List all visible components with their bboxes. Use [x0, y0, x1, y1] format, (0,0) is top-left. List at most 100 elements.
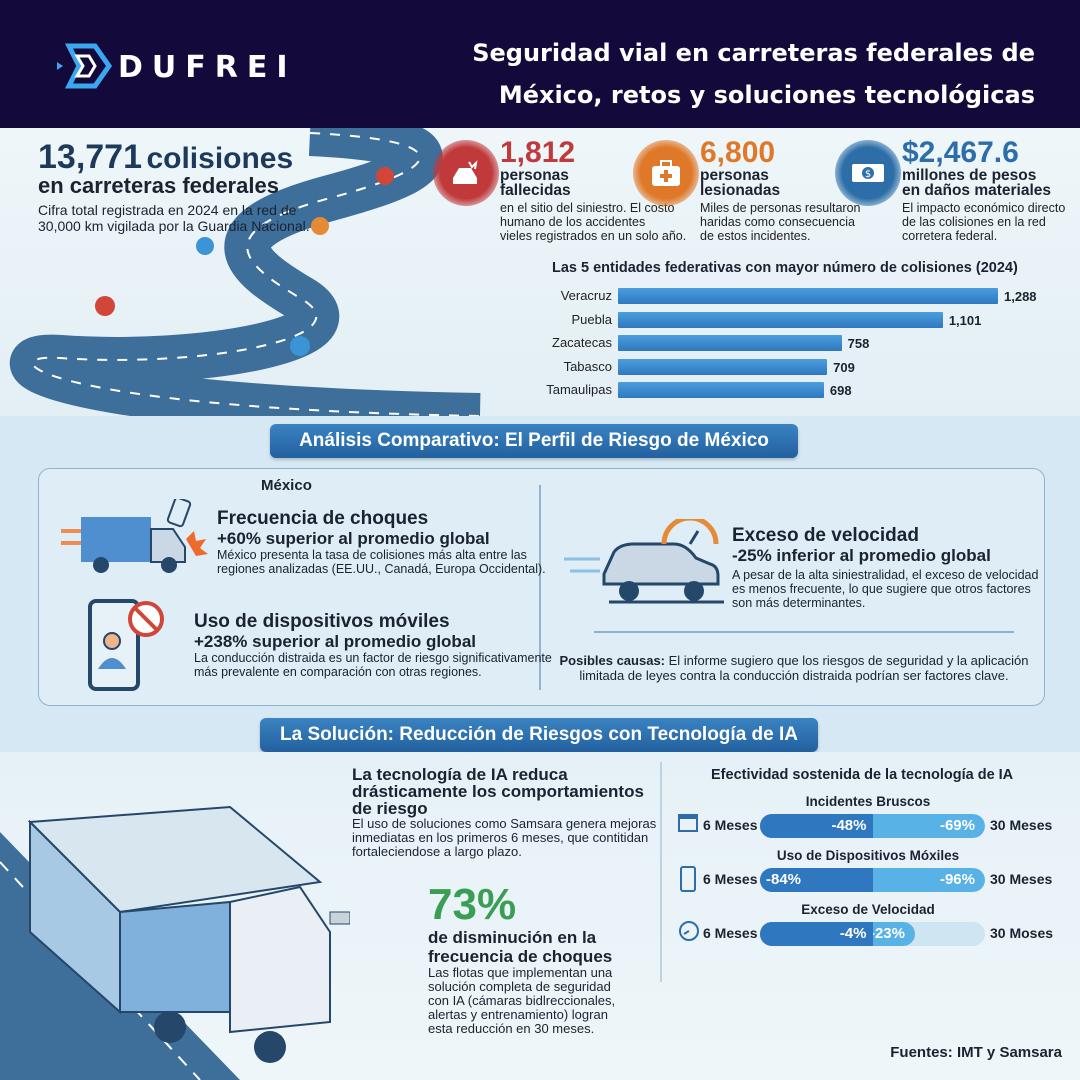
- item-desc: son más determinantes.: [732, 596, 866, 610]
- bar-puebla: [618, 311, 943, 328]
- effect-bar: -23% -4%: [760, 922, 985, 946]
- bar-zacatecas: [618, 335, 842, 351]
- bar-value: 1,101: [948, 312, 982, 328]
- bar-label: Tamaulipas: [546, 382, 612, 397]
- bar-tamaulipas: [618, 382, 824, 398]
- desc-line: Cifra total registrada en 2024 en la red…: [38, 202, 297, 218]
- car-crash-icon: [433, 140, 499, 206]
- solution-desc: inmediatas en los primeros 6 meses, que …: [352, 830, 649, 845]
- solution-desc: El uso de soluciones como Samsara genera…: [352, 816, 657, 831]
- effect-end: 30 Meses: [990, 871, 1053, 887]
- calendar-icon: [678, 812, 698, 837]
- stat-value: 1,812: [500, 136, 576, 169]
- reduction-value: 73%: [428, 880, 517, 929]
- stat-desc: en el sitio del siniestro. El costo: [500, 201, 675, 215]
- country-label: México: [261, 477, 312, 494]
- title-line: México, retos y soluciones tecnológicas: [498, 81, 1035, 109]
- effect-end: 30 Moses: [990, 925, 1054, 941]
- possible-causes: Posibles causas: El informe sugiero que …: [559, 653, 1029, 683]
- truck-illustration: [0, 805, 350, 1080]
- solution-section: La tecnología de IA reduca drásticamente…: [0, 752, 1080, 1080]
- effect-6-value: -4%: [839, 925, 867, 942]
- stat-desc: corretera federal.: [902, 229, 998, 243]
- summary-section: 13,771 colisiones en carreteras federale…: [0, 128, 1080, 416]
- bar-label: Puebla: [571, 311, 612, 327]
- solution-banner: La Solución: Reducción de Riesgos con Te…: [260, 718, 818, 752]
- effect-start: 6 Meses: [703, 925, 758, 941]
- effect-6-value: -84%: [766, 871, 802, 888]
- stat-desc: vieles registrados en un solo año.: [500, 229, 687, 243]
- clock-icon: [678, 920, 700, 947]
- effect-6-fill: -48%: [760, 814, 873, 838]
- sources: Fuentes: IMT y Samsara: [890, 1044, 1062, 1061]
- effect-bar: -96% -84%: [760, 868, 985, 892]
- effect-category: Exceso de Velocidad: [801, 902, 935, 917]
- analysis-panel: México Frecuencia de choques +60% superi…: [38, 468, 1045, 706]
- reduction-desc: Las flotas que implementan una: [428, 965, 613, 980]
- item-sub: -25% inferior al promedio global: [732, 546, 991, 565]
- item-desc: es menos frecuente, lo que sugiere que o…: [732, 582, 1031, 596]
- item-desc: regiones analizadas (EE.UU., Canadá, Eur…: [217, 562, 546, 576]
- bar-value: 698: [829, 383, 852, 398]
- speeding: Exceso de velocidad -25% inferior al pro…: [732, 525, 1039, 611]
- stat-card: 1,812 personas fallecidas en el sitio de…: [500, 136, 687, 244]
- item-sub: +60% superior al promedio global: [217, 529, 490, 548]
- svg-text:$: $: [865, 169, 871, 180]
- item-sub: +238% superior al promedio global: [194, 632, 476, 651]
- effect-category: Incidentes Bruscos: [805, 794, 931, 809]
- effect-start: 6 Meses: [703, 817, 758, 833]
- bar-value: 709: [833, 359, 855, 375]
- stat-desc: El impacto económico directo: [902, 201, 1066, 215]
- stat-label: en daños materiales: [902, 182, 1052, 199]
- truck-crash-icon: [61, 499, 208, 573]
- chart-title: Las 5 entidades federativas con mayor nú…: [552, 260, 1018, 276]
- stat-desc: humano de los accidentes: [500, 215, 646, 229]
- collisions-number: 13,771: [38, 138, 142, 176]
- logo-text: DUFREI: [118, 50, 297, 85]
- stat-desc: haridas como consecuencia: [700, 215, 855, 229]
- solution-intro: La tecnología de IA reduca drásticamente…: [352, 766, 656, 859]
- effect-6-value: -48%: [831, 817, 867, 834]
- solution-title: La tecnología de IA reduca: [352, 765, 568, 784]
- analysis-banner: Análisis Comparativo: El Perfil de Riesg…: [270, 424, 798, 458]
- bar-tabasco: [618, 358, 828, 375]
- effect-30-value: -69%: [939, 817, 975, 834]
- stat-card: 6,800 personas lesionadas Miles de perso…: [700, 138, 861, 244]
- item-desc: más prevalente en comparación con otras …: [194, 665, 482, 679]
- reduction-desc: esta reducción en 30 meses.: [428, 1021, 595, 1036]
- effect-title: Efectividad sostenida de la tecnología d…: [711, 767, 1014, 783]
- bar-label: Zacatecas: [552, 335, 612, 350]
- divider: [660, 762, 662, 982]
- page-title: Seguridad vial en carreteras federales d…: [395, 32, 1035, 116]
- divider: [594, 631, 1014, 633]
- crash-frequency: Frecuencia de choques +60% superior al p…: [217, 509, 546, 577]
- bar-chart: Veracruz 1,288 Puebla 1,101 Zacatecas 758 T…: [532, 288, 1052, 408]
- item-desc: La conducción distraida es un factor de …: [194, 651, 552, 665]
- item-title: Exceso de velocidad: [732, 525, 919, 546]
- map-pin-icon: [95, 167, 394, 356]
- reduction-label: frecuencia de choques: [428, 947, 613, 966]
- money-icon: $: [835, 140, 901, 206]
- stat-desc: de las colisiones en la red: [902, 215, 1046, 229]
- stat-desc: de estos incidentes.: [700, 229, 811, 243]
- effect-6-fill: -4%: [760, 922, 873, 946]
- bar-value: 758: [847, 336, 870, 351]
- speeding-car-icon: [564, 519, 724, 604]
- effect-6-fill: -84%: [760, 868, 873, 892]
- effect-category: Uso de Dispositivos Móxiles: [776, 848, 960, 863]
- phone-distraction-icon: [88, 599, 164, 691]
- stat-label: personas: [500, 167, 569, 184]
- mobile-use: Uso de dispositivos móviles +238% superi…: [194, 612, 552, 680]
- phone-icon: [678, 866, 698, 897]
- stat-label: lesionadas: [700, 182, 781, 199]
- stat-label: personas: [700, 167, 769, 184]
- bar-veracruz: [618, 288, 998, 304]
- stat-desc: Miles de personas resultaron: [700, 201, 861, 215]
- item-desc: A pesar de la alta siniestralidad, el ex…: [732, 568, 1039, 582]
- effect-end: 30 Meses: [990, 817, 1053, 833]
- solution-title: drásticamente los comportamientos: [352, 782, 644, 801]
- logo-icon: [57, 43, 113, 89]
- solution-desc: fortaleciendose a largo plazo.: [352, 844, 522, 859]
- effect-30-value: -23%: [869, 925, 905, 942]
- reduction-desc: con IA (cámaras bidlreccionales,: [428, 993, 616, 1008]
